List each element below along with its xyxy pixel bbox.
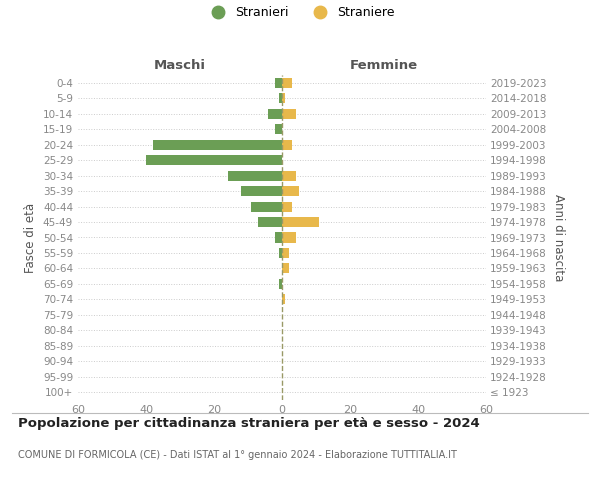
Bar <box>275 232 282 242</box>
Bar <box>153 140 282 149</box>
Bar <box>282 93 286 103</box>
Y-axis label: Fasce di età: Fasce di età <box>25 202 37 272</box>
Bar <box>251 202 282 211</box>
Bar <box>282 78 292 88</box>
Bar <box>282 248 289 258</box>
Text: Maschi: Maschi <box>154 60 206 72</box>
Bar <box>282 140 292 149</box>
Bar <box>146 155 282 165</box>
Bar <box>278 93 282 103</box>
Bar <box>282 108 296 118</box>
Text: Popolazione per cittadinanza straniera per età e sesso - 2024: Popolazione per cittadinanza straniera p… <box>18 418 480 430</box>
Bar <box>258 217 282 227</box>
Bar <box>282 186 299 196</box>
Bar <box>282 170 296 180</box>
Bar <box>282 232 296 242</box>
Bar <box>275 78 282 88</box>
Text: COMUNE DI FORMICOLA (CE) - Dati ISTAT al 1° gennaio 2024 - Elaborazione TUTTITAL: COMUNE DI FORMICOLA (CE) - Dati ISTAT al… <box>18 450 457 460</box>
Bar <box>282 294 286 304</box>
Bar <box>278 279 282 289</box>
Bar <box>275 124 282 134</box>
Bar <box>282 217 319 227</box>
Bar <box>268 108 282 118</box>
Legend: Stranieri, Straniere: Stranieri, Straniere <box>205 6 395 19</box>
Bar <box>241 186 282 196</box>
Y-axis label: Anni di nascita: Anni di nascita <box>553 194 565 281</box>
Bar <box>282 202 292 211</box>
Bar <box>278 248 282 258</box>
Bar <box>282 264 289 274</box>
Bar <box>227 170 282 180</box>
Text: Femmine: Femmine <box>350 60 418 72</box>
